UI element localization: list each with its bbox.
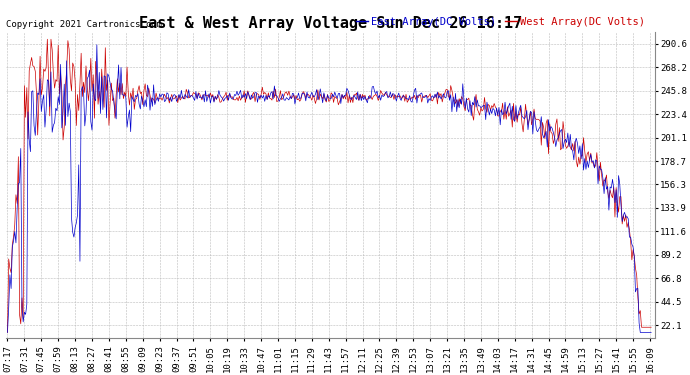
Legend: East Array(DC Volts), West Array(DC Volts): East Array(DC Volts), West Array(DC Volt… bbox=[352, 13, 649, 31]
Text: Copyright 2021 Cartronics.com: Copyright 2021 Cartronics.com bbox=[6, 20, 162, 29]
Title: East & West Array Voltage Sun Dec 26 16:17: East & West Array Voltage Sun Dec 26 16:… bbox=[139, 16, 522, 31]
